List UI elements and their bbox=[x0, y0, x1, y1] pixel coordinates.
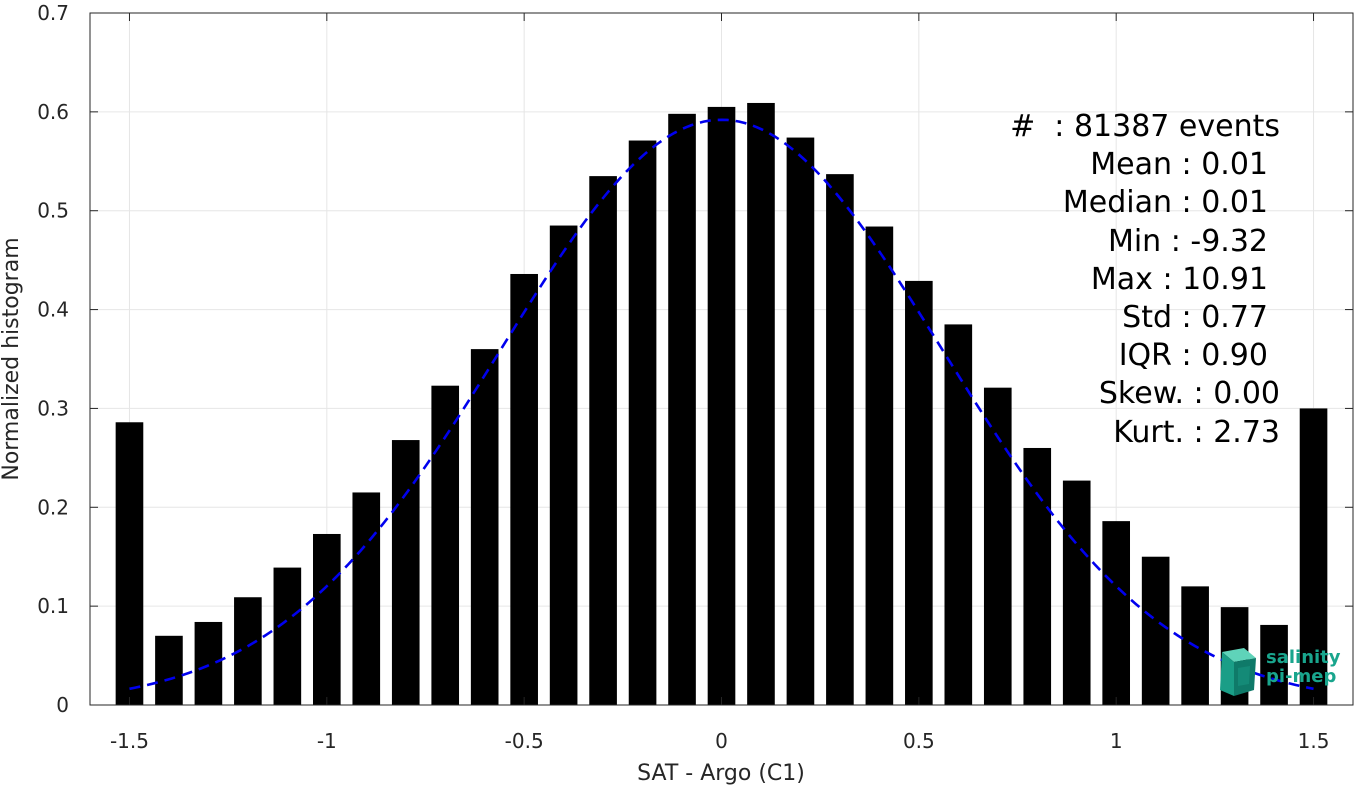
stat-median-text: Median : 0.01 bbox=[1062, 185, 1268, 221]
stat-iqr-text: IQR : 0.90 bbox=[1118, 338, 1268, 374]
logo-line2: pi-mep bbox=[1266, 666, 1337, 687]
histogram-bar bbox=[747, 102, 775, 705]
y-axis-label: Normalized histogram bbox=[0, 237, 24, 480]
histogram-bar bbox=[391, 440, 420, 705]
histogram-bar bbox=[470, 349, 499, 705]
logo-text: salinity pi-mep bbox=[1266, 648, 1341, 686]
histogram-bar bbox=[115, 422, 144, 705]
stat-kurt: Kurt. : 2.73 bbox=[960, 414, 1280, 452]
histogram-bar bbox=[155, 635, 183, 705]
bars bbox=[115, 102, 1328, 706]
histogram-bar bbox=[589, 176, 617, 706]
y-tick-label: 0.6 bbox=[37, 100, 69, 124]
y-tick-label: 0 bbox=[56, 693, 69, 717]
stat-count-text: # : 81387 events bbox=[1010, 109, 1280, 144]
logo-line1: salinity bbox=[1266, 647, 1341, 668]
stat-count: # : 81387 events bbox=[960, 108, 1280, 146]
histogram-bar bbox=[549, 225, 578, 706]
y-tick-label: 0.2 bbox=[37, 495, 69, 519]
stat-mean: Mean : 0.01 bbox=[960, 146, 1280, 184]
stat-max-text: Max : 10.91 bbox=[1090, 261, 1268, 297]
stat-max: Max : 10.91 bbox=[960, 261, 1280, 299]
y-tick-label: 0.5 bbox=[37, 199, 69, 223]
stat-std: Std : 0.77 bbox=[960, 299, 1280, 337]
stat-skew: Skew. : 0.00 bbox=[960, 375, 1280, 413]
histogram-bar bbox=[273, 567, 302, 705]
y-tick-label: 0.3 bbox=[37, 396, 69, 420]
histogram-bar bbox=[786, 137, 815, 705]
x-tick-label: -1.5 bbox=[110, 729, 149, 753]
stat-min: Min : -9.32 bbox=[960, 223, 1280, 261]
axis-ticks: -1.5 -1 -0.5 0 0.5 1 1.5 0 0.1 0.2 0.3 0.4 0.5 0.6 0.7 bbox=[37, 1, 1353, 753]
salinity-pi-mep-logo: salinity pi-mep bbox=[1216, 646, 1346, 696]
stat-iqr: IQR : 0.90 bbox=[960, 337, 1280, 375]
histogram-bar bbox=[431, 385, 460, 705]
y-tick-label: 0.4 bbox=[37, 298, 69, 322]
stat-kurt-text: Kurt. : 2.73 bbox=[1113, 414, 1280, 450]
histogram-bar bbox=[1141, 556, 1170, 705]
stat-median: Median : 0.01 bbox=[960, 184, 1280, 222]
histogram-bar bbox=[905, 280, 933, 705]
gaussian-fit-curve bbox=[129, 118, 1314, 691]
histogram-bar bbox=[865, 226, 894, 705]
x-tick-label: 0 bbox=[715, 729, 728, 753]
histogram-bar bbox=[628, 140, 657, 706]
x-tick-label: 1 bbox=[1110, 729, 1123, 753]
histogram-bar bbox=[668, 113, 696, 705]
statistics-box: # : 81387 events Mean : 0.01 Median : 0.… bbox=[960, 108, 1280, 452]
logo-cube-icon bbox=[1220, 648, 1256, 696]
histogram-bar bbox=[1260, 624, 1288, 705]
stat-min-text: Min : -9.32 bbox=[1107, 223, 1268, 259]
histogram-bar bbox=[1062, 480, 1091, 705]
histogram-bar bbox=[1102, 521, 1131, 705]
stat-skew-text: Skew. : 0.00 bbox=[1098, 376, 1280, 412]
x-tick-label: 0.5 bbox=[903, 729, 935, 753]
y-tick-label: 0.7 bbox=[37, 1, 69, 25]
x-tick-label: -0.5 bbox=[505, 729, 544, 753]
histogram-bar bbox=[510, 273, 538, 705]
histogram-bar bbox=[1299, 408, 1328, 705]
stat-std-text: Std : 0.77 bbox=[1122, 299, 1268, 335]
x-tick-label: 1.5 bbox=[1298, 729, 1330, 753]
histogram-bar bbox=[312, 533, 341, 705]
histogram-bar bbox=[826, 174, 854, 705]
y-tick-label: 0.1 bbox=[37, 594, 69, 618]
x-tick-label: -1 bbox=[317, 729, 337, 753]
histogram-bar bbox=[352, 492, 381, 705]
histogram-bar bbox=[1023, 447, 1052, 705]
histogram-bar bbox=[983, 387, 1012, 705]
histogram-bar bbox=[707, 106, 736, 705]
x-axis-label: SAT - Argo (C1) bbox=[637, 761, 805, 786]
histogram-bar bbox=[194, 621, 223, 705]
stat-mean-text: Mean : 0.01 bbox=[1090, 147, 1268, 183]
